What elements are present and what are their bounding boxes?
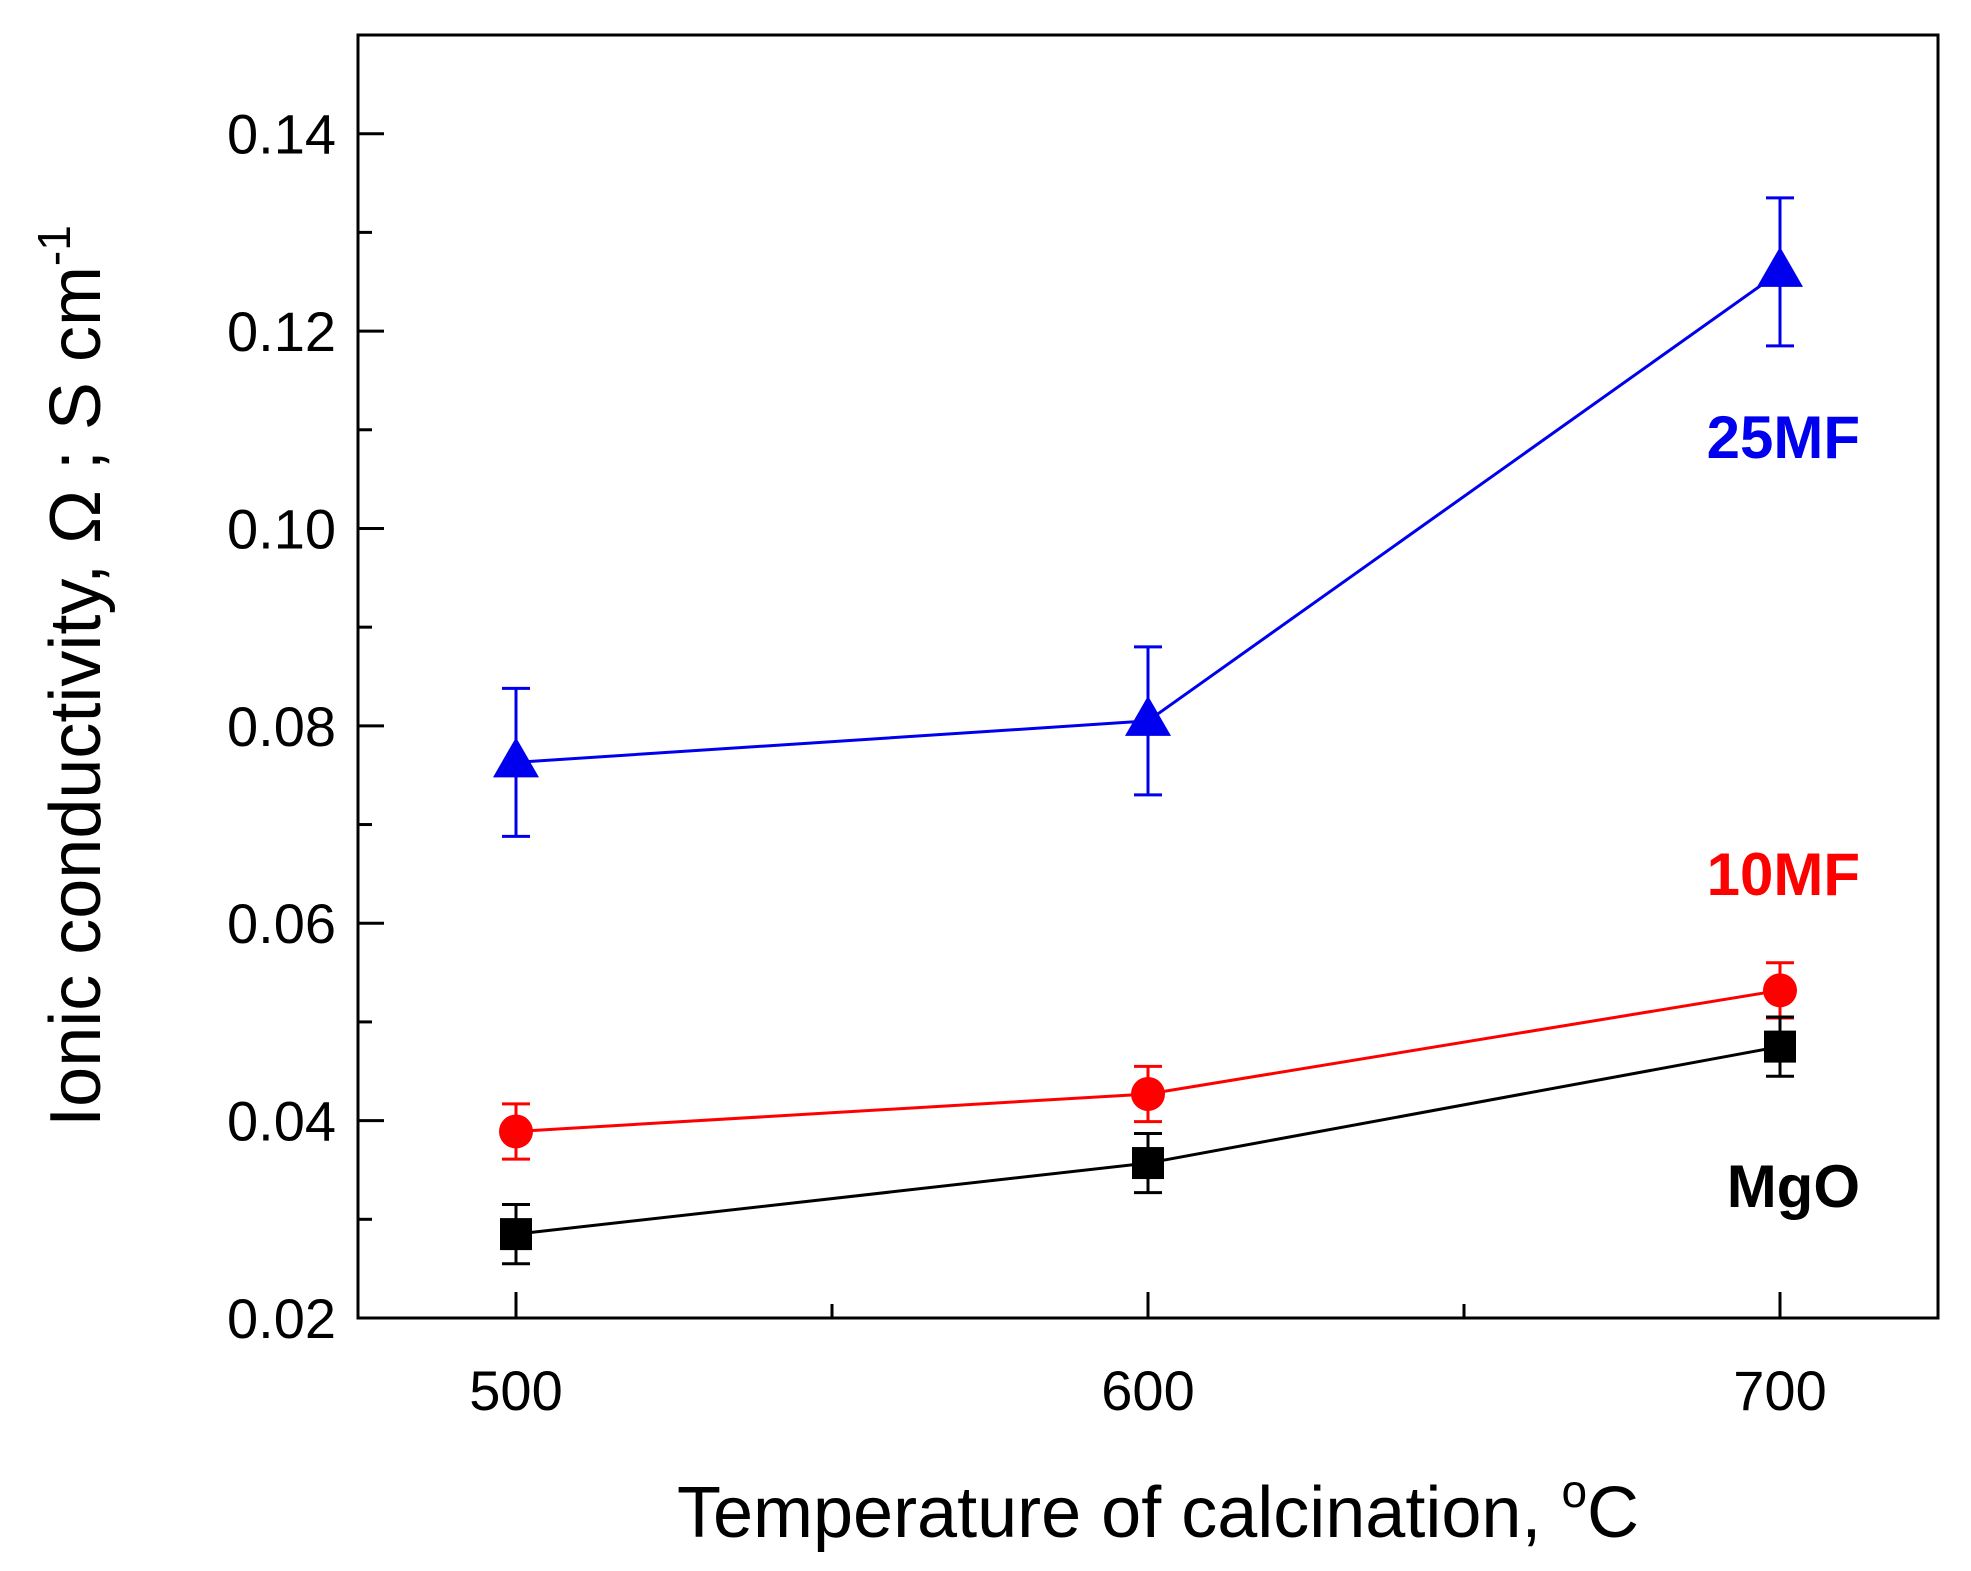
data-point-mgo	[500, 1218, 532, 1251]
series-label-10mf: 10MF	[1707, 841, 1860, 908]
y-tick-label: 0.04	[227, 1090, 336, 1153]
data-point-25mf	[493, 737, 539, 778]
x-axis-title-unit: C	[1587, 1473, 1639, 1553]
x-axis-title: Temperature of calcination, oC	[677, 1465, 1639, 1553]
y-tick-label: 0.14	[227, 103, 336, 166]
x-tick-label: 600	[1101, 1359, 1194, 1422]
y-tick-label: 0.10	[227, 497, 336, 560]
x-tick-label: 700	[1733, 1359, 1826, 1422]
y-tick-label: 0.06	[227, 892, 336, 955]
x-axis-ticks: 500 600 700	[469, 1292, 1827, 1422]
data-point-25mf	[1757, 246, 1803, 287]
y-axis-title: Ionic conductivity, Ω ; S cm-1	[28, 225, 116, 1127]
data-point-25mf	[1125, 695, 1171, 736]
series-layer	[493, 196, 1803, 1266]
x-tick-label: 500	[469, 1359, 562, 1422]
series-10mf	[499, 961, 1797, 1161]
y-tick-label: 0.12	[227, 300, 336, 363]
series-label-25mf: 25MF	[1707, 404, 1860, 471]
y-tick-label: 0.08	[227, 695, 336, 758]
y-axis-title-main: Ionic conductivity, Ω ; S cm	[36, 266, 116, 1127]
y-axis-ticks: 0.02 0.04 0.06 0.08 0.10 0.12 0.14	[227, 103, 384, 1350]
y-axis-title-superscript: -1	[28, 225, 80, 266]
data-point-10mf	[1763, 973, 1797, 1008]
x-axis-title-main: Temperature of calcination,	[677, 1473, 1561, 1553]
series-mgo	[500, 1015, 1796, 1266]
series-label-mgo: MgO	[1727, 1153, 1860, 1220]
data-point-10mf	[499, 1114, 533, 1149]
x-axis-title-superscript: o	[1561, 1465, 1587, 1517]
data-point-mgo	[1764, 1030, 1796, 1063]
y-tick-label: 0.02	[227, 1287, 336, 1350]
data-point-mgo	[1132, 1147, 1164, 1180]
series-25mf	[493, 196, 1803, 838]
data-point-10mf	[1131, 1076, 1165, 1111]
